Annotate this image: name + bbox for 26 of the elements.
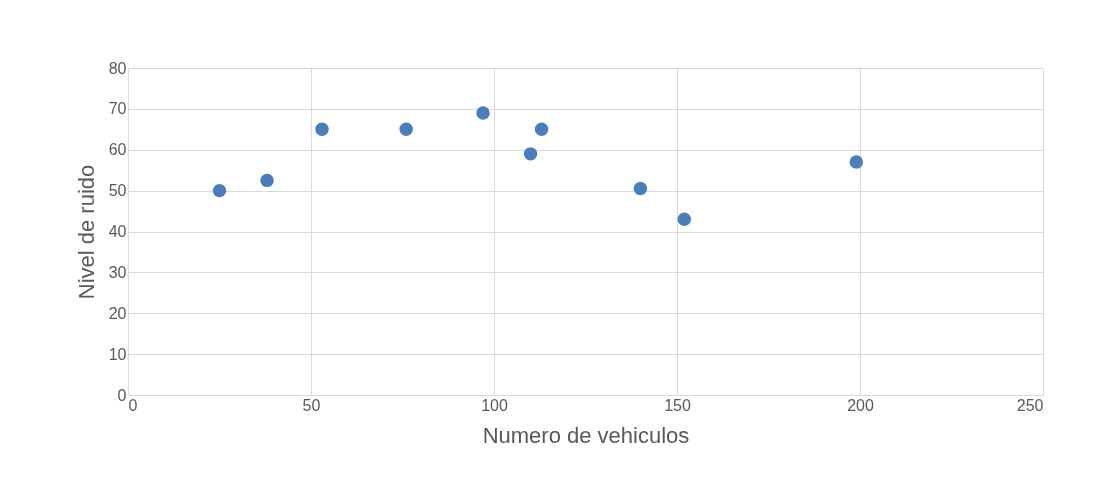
x-tick-label: 50 (302, 396, 321, 414)
point (849, 155, 864, 169)
point (476, 106, 490, 120)
point (523, 147, 538, 161)
point (399, 122, 413, 137)
point (633, 181, 648, 196)
y-tick-label: 50 (108, 182, 127, 200)
point (534, 122, 549, 137)
y-tick-label: 20 (108, 304, 127, 322)
y-axis-title: Nivel de ruido (73, 164, 99, 300)
x-tick-label: 250 (1016, 396, 1044, 414)
y-tick-label: 40 (108, 223, 127, 240)
x-tick-label: 200 (847, 396, 874, 414)
y-tick-label: 70 (108, 100, 127, 118)
x-tick-label: 150 (664, 396, 691, 414)
point (315, 122, 329, 137)
point (260, 173, 274, 188)
x-axis-title: Numero de vehiculos (482, 422, 690, 448)
point (212, 183, 227, 198)
y-tick-label: 80 (108, 59, 127, 77)
x-tick-label: 100 (481, 396, 508, 414)
y-tick-label: 30 (108, 263, 127, 281)
point (677, 212, 692, 226)
y-tick-label: 60 (108, 141, 127, 159)
y-tick-label: 10 (108, 345, 127, 363)
x-tick-label: 0 (128, 396, 138, 414)
